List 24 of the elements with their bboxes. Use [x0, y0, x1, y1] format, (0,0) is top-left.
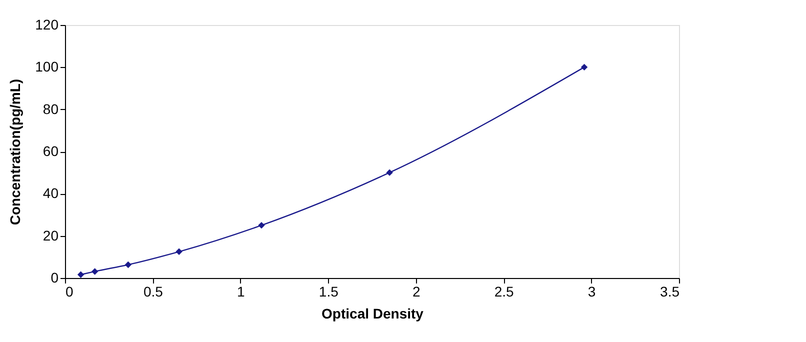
point [258, 222, 265, 229]
y-tick-label: 60 [42, 143, 59, 159]
y-tick-label: 120 [35, 16, 59, 32]
y-tick-label: 0 [50, 270, 59, 286]
x-tick-label: 0.5 [143, 284, 164, 300]
point [580, 64, 588, 71]
x-tick-label: 2.5 [494, 284, 514, 300]
x-tick-label: 0 [66, 284, 74, 300]
x-tick-label: 1 [237, 284, 246, 300]
point [77, 271, 84, 278]
point [176, 248, 182, 255]
y-tick-label: 40 [42, 185, 59, 202]
x-tick-label: 2 [412, 284, 420, 300]
x-tick-label: 1.5 [318, 284, 339, 300]
point [91, 268, 98, 275]
y-tick-label: 80 [42, 100, 59, 117]
y-axis-title: Concentration(pg/mL) [7, 78, 24, 226]
y-tick-label: 100 [35, 58, 59, 75]
y-tick-label: 20 [42, 227, 59, 244]
x-axis-title: Optical Density [322, 306, 424, 322]
point [124, 261, 132, 268]
point [386, 169, 393, 176]
x-tick-label: 3 [588, 284, 596, 300]
x-tick-label: 3.5 [660, 284, 680, 300]
